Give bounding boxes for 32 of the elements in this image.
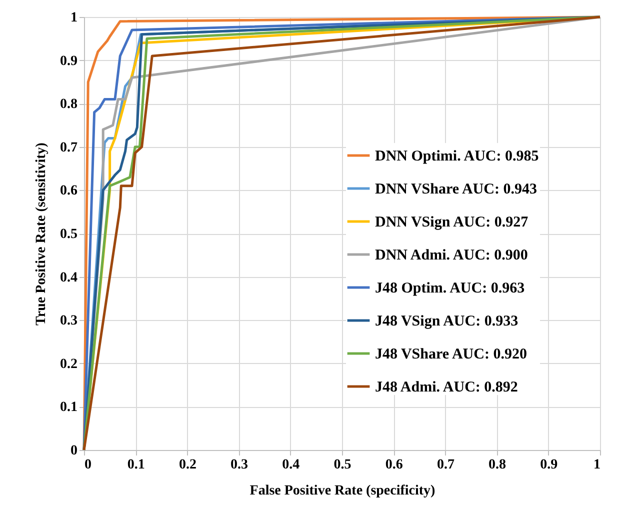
x-tick-label: 0.6 — [385, 458, 403, 472]
y-tick-label: 0 — [70, 444, 78, 458]
x-tick-label: 0 — [84, 458, 92, 472]
y-tick-label: 0.4 — [60, 270, 78, 286]
legend-label: J48 Optim. AUC: 0.963 — [375, 280, 525, 296]
legend-label: DNN VShare AUC: 0.943 — [375, 182, 537, 198]
x-tick-label: 0.9 — [540, 458, 558, 472]
legend-label: DNN Optimi. AUC: 0.985 — [375, 148, 539, 164]
x-tick-label: 0.5 — [334, 458, 352, 472]
x-tick-label: 0.8 — [488, 458, 506, 472]
y-tick-label: 0.5 — [60, 227, 78, 242]
legend-label: J48 Admi. AUC: 0.892 — [375, 380, 518, 396]
y-tick-label: 0.7 — [60, 140, 78, 156]
x-tick-label: 0.1 — [127, 458, 145, 472]
legend-label: J48 VSign AUC: 0.933 — [375, 314, 518, 330]
x-tick-label: 0.4 — [282, 458, 300, 472]
y-tick-label: 0.9 — [60, 54, 78, 69]
legend-label: J48 VShare AUC: 0.920 — [375, 346, 527, 362]
y-tick-label: 0.2 — [60, 356, 78, 372]
y-axis-title: True Positive Rate (sensitivity) — [34, 142, 49, 326]
x-tick-label: 0.7 — [436, 458, 454, 472]
y-tick-label: 0.8 — [60, 97, 78, 112]
y-tick-label: 0.6 — [60, 184, 78, 199]
x-tick-label: 1 — [594, 458, 600, 472]
x-tick-label: 0.3 — [230, 458, 248, 472]
y-tick-label: 1 — [70, 10, 78, 26]
x-tick-label: 0.2 — [178, 458, 196, 472]
legend-label: DNN Admi. AUC: 0.900 — [375, 248, 528, 264]
y-tick-label: 0.3 — [60, 314, 78, 329]
legend-label: DNN VSign AUC: 0.927 — [375, 214, 529, 230]
x-axis-title: False Positive Rate (specificity) — [250, 484, 436, 498]
y-tick-label: 0.1 — [60, 400, 78, 416]
